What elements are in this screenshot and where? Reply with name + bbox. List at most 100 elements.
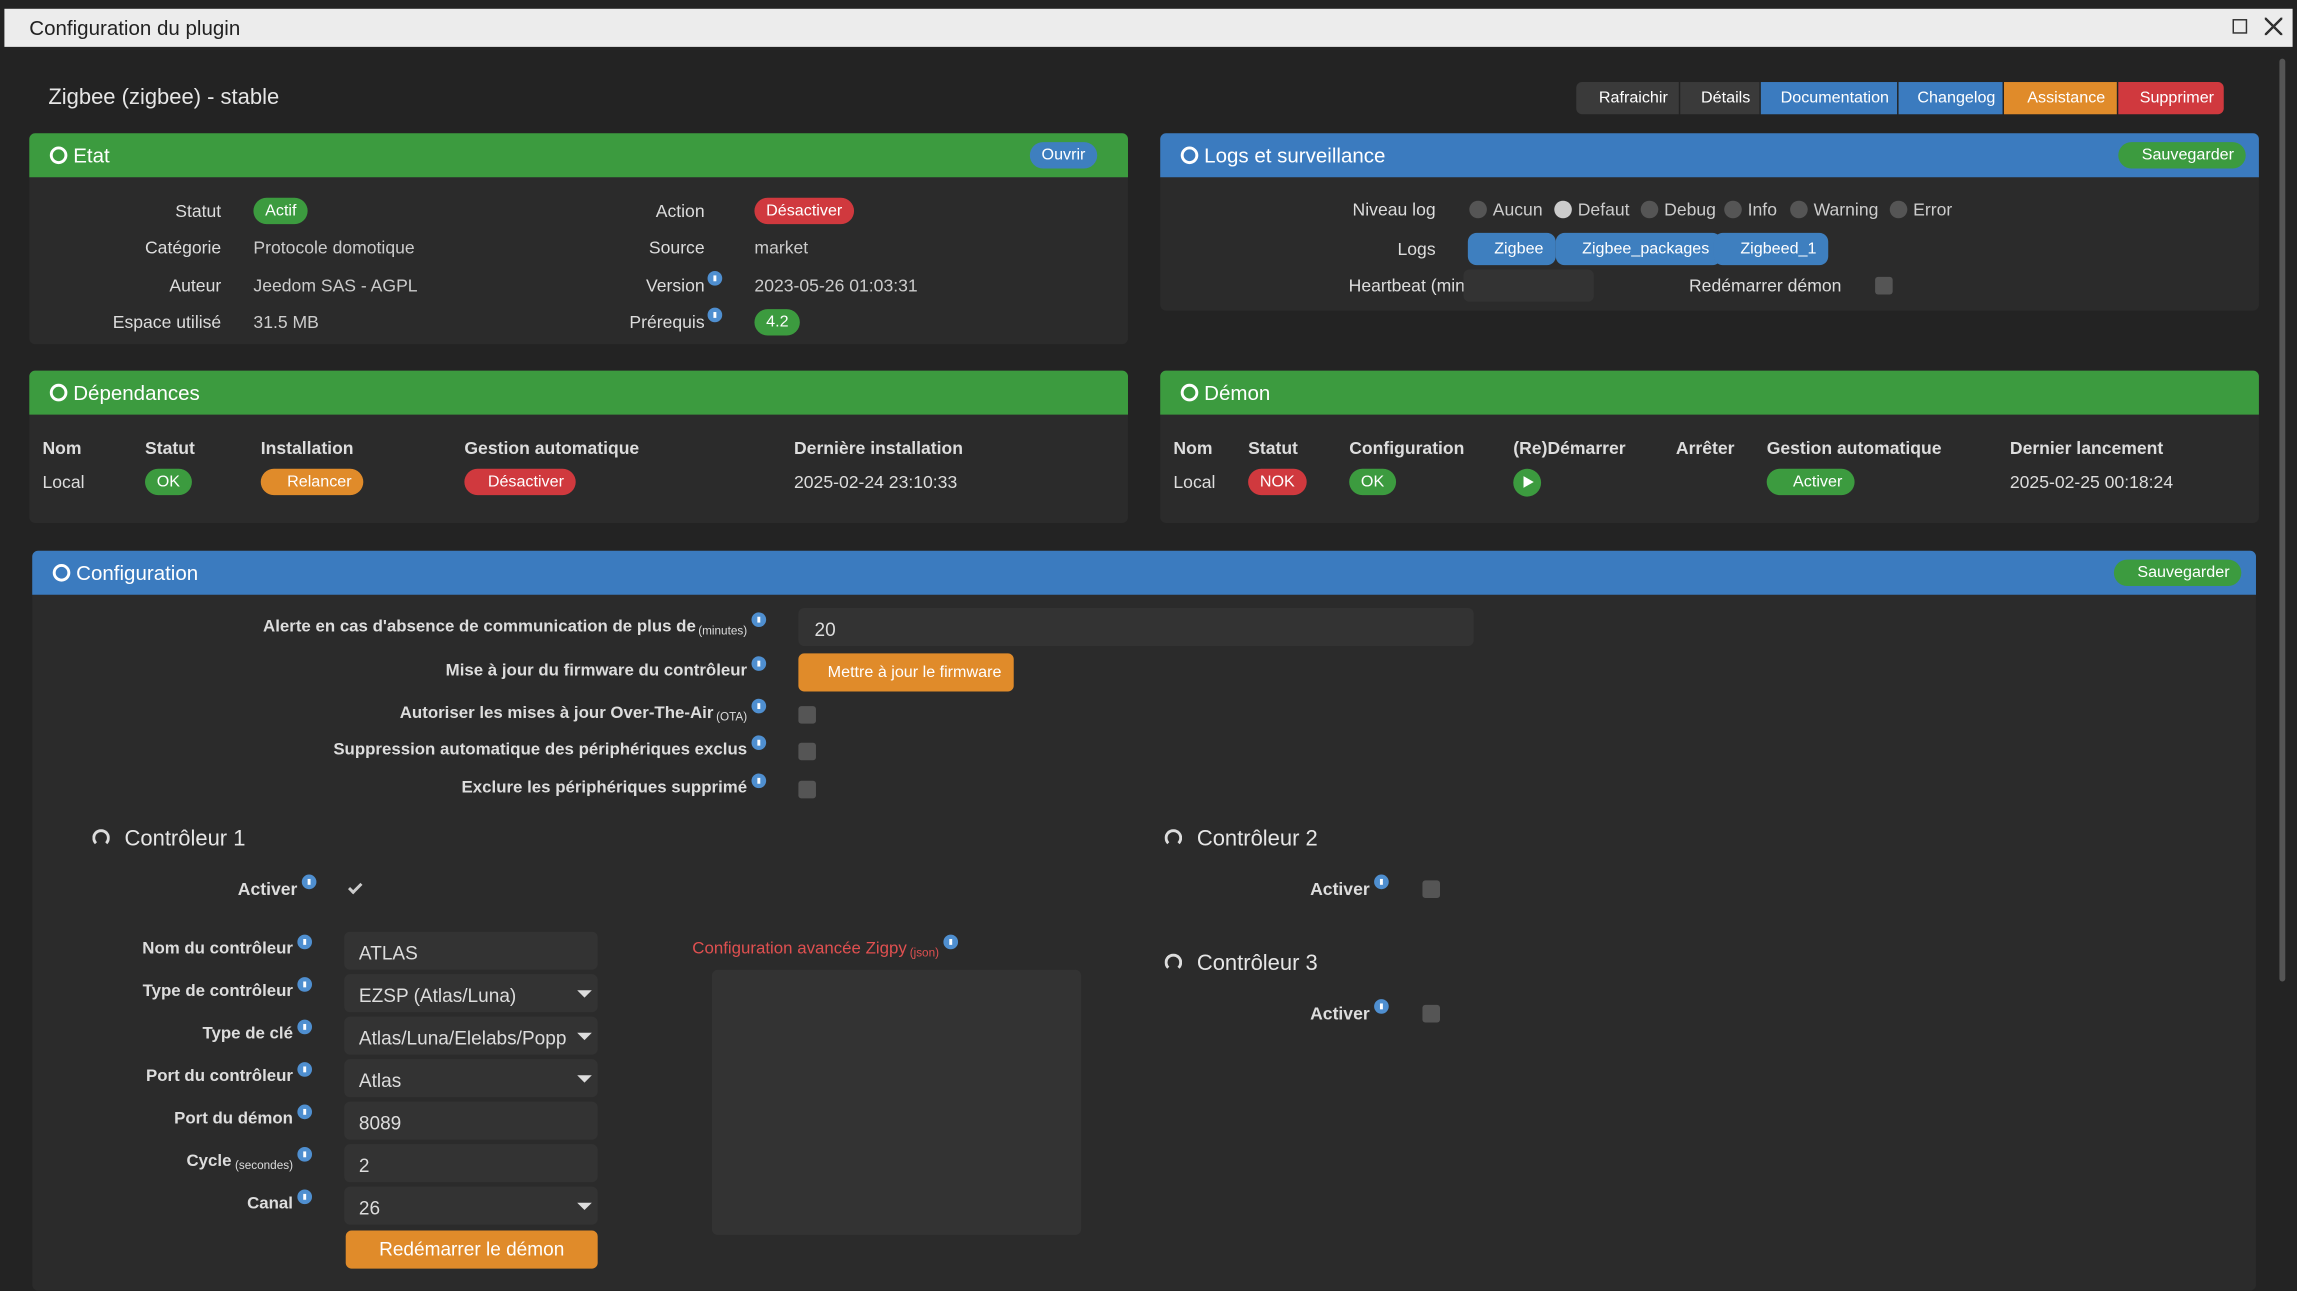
panel-header <box>32 550 2256 595</box>
label: Statut <box>175 200 222 222</box>
badge[interactable]: Zigbeed_1 <box>1713 232 1829 266</box>
help-icon <box>297 1062 313 1077</box>
radio[interactable] <box>1554 200 1572 219</box>
header-button[interactable]: Supprimer <box>2118 82 2224 115</box>
help-dot <box>1379 878 1383 885</box>
caret <box>577 1075 592 1083</box>
radio[interactable] <box>1640 200 1659 219</box>
badge[interactable]: Redémarrer le démon <box>345 1230 598 1269</box>
scrollbar <box>2279 58 2286 982</box>
help-icon <box>301 874 317 890</box>
input[interactable] <box>798 607 1474 647</box>
checkbox[interactable] <box>798 706 816 724</box>
column-header: Arrêter <box>1675 438 1735 459</box>
check-mark <box>347 879 363 895</box>
panel-icon <box>1180 383 1199 402</box>
header-button[interactable]: Détails <box>1680 82 1760 115</box>
label: Mise à jour du firmware du contrôleur <box>445 662 748 680</box>
help-dot <box>757 777 761 784</box>
help-icon <box>1374 999 1389 1014</box>
input-value: 20 <box>814 618 836 641</box>
checkbox[interactable] <box>1422 1004 1441 1023</box>
column-header: Statut <box>145 438 195 459</box>
textarea[interactable] <box>711 969 1082 1235</box>
panel-title: Démon <box>1204 380 1271 405</box>
help-dot <box>713 312 717 318</box>
select[interactable] <box>344 1016 598 1055</box>
column-header: (Re)Démarrer <box>1513 438 1626 459</box>
play-icon <box>1523 476 1534 488</box>
label: Prérequis <box>629 312 705 333</box>
checkbox[interactable] <box>798 742 816 761</box>
unit: (secondes) <box>235 1158 293 1172</box>
column-header: Nom <box>42 438 82 459</box>
help-dot <box>303 1151 307 1158</box>
column-header: Gestion automatique <box>464 438 640 459</box>
radio[interactable] <box>1469 200 1487 219</box>
help-dot <box>757 703 761 710</box>
select[interactable] <box>344 1186 598 1225</box>
select[interactable] <box>344 974 598 1013</box>
label: Espace utilisé <box>112 312 222 333</box>
badge[interactable]: Relancer <box>260 468 364 496</box>
help-dot <box>303 939 307 945</box>
header-button[interactable]: Assistance <box>2004 82 2117 115</box>
label: Source <box>648 237 705 258</box>
help-icon <box>751 612 767 627</box>
input[interactable] <box>344 1144 598 1183</box>
help-icon <box>751 698 767 714</box>
radio-label: Error <box>1913 199 1953 220</box>
help-dot <box>757 616 761 623</box>
label: Canal <box>247 1195 293 1213</box>
checkbox[interactable] <box>1422 880 1441 898</box>
checkbox[interactable] <box>1875 276 1893 295</box>
label: Configuration avancée Zigpy <box>692 940 907 959</box>
input[interactable] <box>344 931 598 970</box>
help-dot <box>1379 1003 1383 1010</box>
input-value: EZSP (Atlas/Luna) <box>358 984 517 1007</box>
cell: 2025-02-25 00:18:24 <box>2009 471 2174 493</box>
input[interactable] <box>1463 269 1594 302</box>
input[interactable] <box>344 1101 598 1140</box>
badge[interactable]: Désactiver <box>464 468 576 496</box>
checkbox[interactable] <box>798 780 816 799</box>
label: Exclure les périphériques supprimé <box>461 779 748 797</box>
caret <box>577 990 592 998</box>
close-button[interactable] <box>2264 17 2283 36</box>
panel-icon <box>1180 146 1199 165</box>
header-button[interactable]: Changelog <box>1898 82 2003 115</box>
badge[interactable]: Sauvegarder <box>2113 559 2242 586</box>
badge[interactable]: Mettre à jour le firmware <box>798 653 1014 692</box>
badge[interactable]: Ouvrir <box>1029 142 1098 169</box>
panel-icon <box>49 146 68 165</box>
label: Activer <box>237 878 298 900</box>
play-button[interactable] <box>1513 468 1542 497</box>
badge[interactable]: Sauvegarder <box>2118 142 2246 169</box>
panel-title: Dépendances <box>73 380 200 405</box>
help-dot <box>303 1193 307 1200</box>
select[interactable] <box>344 1059 598 1098</box>
cell: Local <box>1173 471 1216 493</box>
badge[interactable]: Zigbee_packages <box>1555 232 1722 266</box>
header-button[interactable]: Documentation <box>1760 82 1898 115</box>
badge[interactable]: Activer <box>1766 468 1855 496</box>
radio[interactable] <box>1724 200 1742 219</box>
checkbox[interactable] <box>347 879 367 898</box>
label: Activer <box>1310 1003 1370 1024</box>
column-header: Configuration <box>1349 438 1465 459</box>
radio-label: Defaut <box>1577 199 1630 220</box>
header-button[interactable]: Rafraichir <box>1576 82 1679 115</box>
controller-title: Contrôleur 1 <box>124 826 246 852</box>
panel-header <box>29 133 1128 178</box>
label: Activer <box>1310 878 1370 900</box>
label: Type de contrôleur <box>142 982 293 1001</box>
radio[interactable] <box>1790 200 1808 219</box>
panel-header <box>1160 370 2259 415</box>
badge[interactable]: Zigbee <box>1467 232 1556 266</box>
help-dot <box>303 1023 307 1030</box>
radio[interactable] <box>1889 200 1908 219</box>
help-dot <box>303 1066 307 1073</box>
maximize-button[interactable] <box>2232 19 2248 34</box>
